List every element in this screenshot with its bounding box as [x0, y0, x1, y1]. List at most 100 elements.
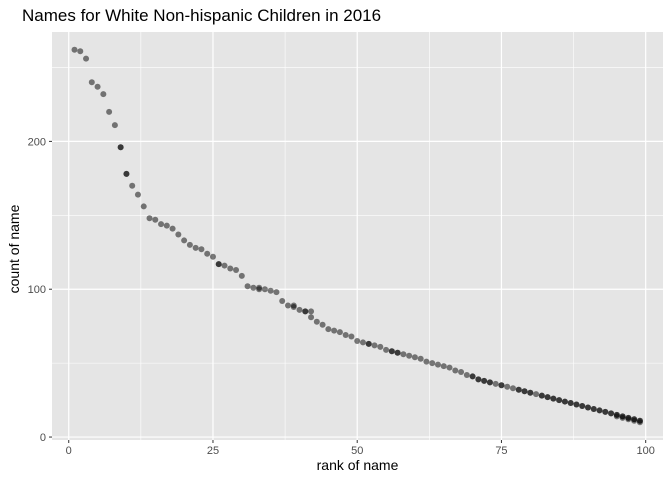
- data-point: [371, 342, 378, 349]
- x-axis-title: rank of name: [317, 457, 399, 473]
- y-axis-title: count of name: [6, 204, 22, 293]
- data-point: [550, 395, 557, 402]
- x-tick-label: 25: [207, 445, 219, 457]
- data-point: [83, 55, 90, 62]
- data-point: [429, 360, 436, 367]
- data-point: [290, 302, 297, 309]
- data-point: [175, 231, 182, 238]
- data-point: [129, 182, 136, 189]
- data-point: [452, 367, 459, 374]
- data-points: [71, 46, 643, 426]
- chart-title: Names for White Non-hispanic Children in…: [22, 6, 381, 25]
- data-point: [636, 419, 643, 426]
- data-point: [94, 83, 101, 90]
- data-point: [619, 414, 626, 421]
- data-point: [134, 191, 141, 198]
- data-point: [284, 302, 291, 309]
- data-point: [342, 332, 349, 339]
- data-point: [475, 376, 482, 383]
- data-point: [411, 354, 418, 361]
- data-point: [388, 348, 395, 355]
- data-point: [584, 404, 591, 411]
- data-point: [221, 262, 228, 269]
- data-point: [348, 333, 355, 340]
- data-point: [186, 241, 193, 248]
- data-point: [463, 371, 470, 378]
- data-point: [152, 216, 159, 223]
- data-point: [192, 244, 199, 251]
- data-point: [504, 383, 511, 390]
- y-tick-label: 100: [28, 284, 46, 296]
- data-point: [377, 343, 384, 350]
- data-point: [215, 261, 222, 268]
- data-point: [77, 48, 84, 55]
- data-point: [486, 379, 493, 386]
- x-axis: 0 25 50 75 100: [66, 440, 655, 457]
- data-point: [521, 388, 528, 395]
- data-point: [458, 369, 465, 375]
- data-point: [319, 321, 326, 328]
- x-tick-label: 50: [351, 445, 363, 457]
- data-point: [406, 352, 413, 359]
- data-point: [567, 400, 574, 407]
- data-point: [204, 250, 211, 257]
- data-point: [400, 351, 407, 358]
- data-point: [117, 144, 124, 151]
- data-point: [625, 416, 632, 423]
- data-point: [244, 283, 251, 290]
- data-point: [481, 377, 488, 384]
- data-point: [308, 308, 315, 315]
- data-point: [88, 79, 95, 86]
- data-point: [308, 314, 315, 321]
- x-tick-label: 75: [495, 445, 507, 457]
- data-point: [533, 391, 540, 398]
- x-tick-label: 100: [637, 445, 655, 457]
- data-point: [561, 398, 568, 405]
- data-point: [579, 403, 586, 409]
- data-point: [498, 382, 505, 389]
- data-point: [613, 413, 620, 420]
- data-point: [158, 221, 165, 228]
- data-point: [608, 410, 615, 417]
- data-point: [261, 286, 268, 293]
- y-tick-label: 200: [28, 136, 46, 148]
- data-point: [359, 339, 366, 346]
- data-point: [198, 246, 205, 253]
- data-point: [365, 340, 372, 347]
- y-tick-label: 0: [40, 432, 46, 444]
- data-point: [140, 203, 147, 210]
- data-point: [631, 417, 638, 424]
- data-point: [440, 363, 447, 370]
- data-point: [123, 170, 130, 177]
- major-gridlines: [52, 32, 663, 440]
- data-point: [181, 237, 188, 244]
- data-point: [250, 284, 257, 291]
- data-point: [590, 405, 597, 412]
- x-tick-label: 0: [66, 445, 72, 457]
- data-point: [383, 346, 390, 353]
- data-point: [354, 337, 361, 344]
- data-point: [169, 225, 176, 232]
- data-point: [313, 318, 320, 325]
- data-point: [515, 386, 522, 393]
- data-point: [267, 287, 274, 294]
- data-point: [509, 385, 516, 392]
- data-point: [163, 222, 170, 229]
- data-point: [296, 306, 303, 313]
- data-point: [469, 373, 476, 380]
- data-point: [100, 91, 107, 98]
- data-point: [394, 349, 401, 356]
- y-axis: 0 100 200: [28, 136, 52, 444]
- data-point: [538, 392, 545, 399]
- data-point: [556, 397, 563, 404]
- data-point: [492, 380, 499, 387]
- data-point: [111, 122, 118, 129]
- data-point: [273, 289, 280, 296]
- data-point: [227, 265, 234, 272]
- data-point: [423, 358, 430, 365]
- data-point: [417, 355, 424, 362]
- data-point: [602, 408, 609, 415]
- data-point: [238, 272, 245, 279]
- data-point: [331, 327, 338, 334]
